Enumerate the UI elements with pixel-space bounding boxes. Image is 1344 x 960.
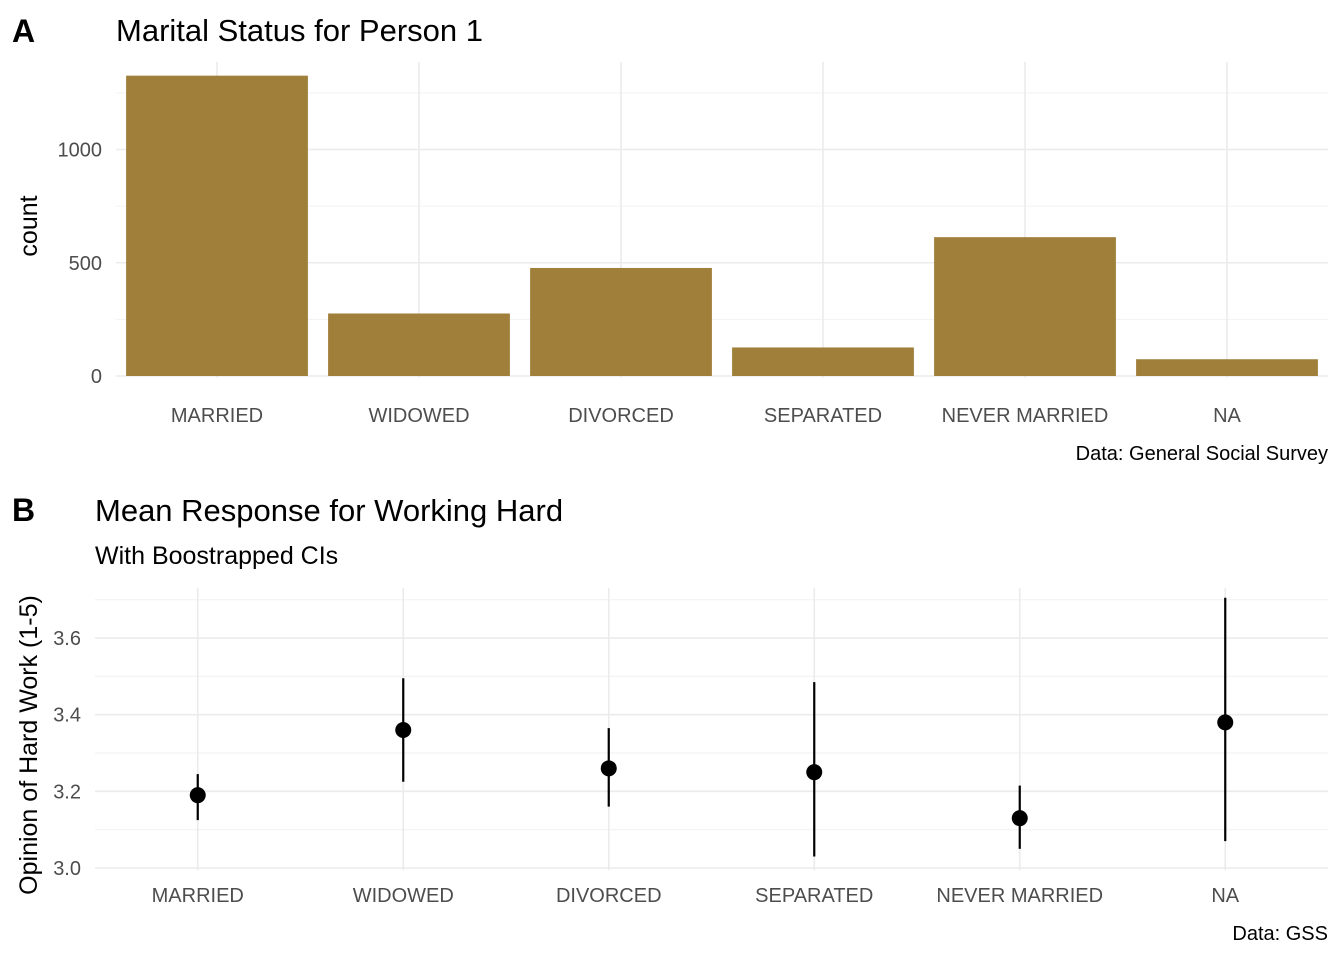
panel-a-x-tick-label: WIDOWED <box>368 405 469 427</box>
panel-b-y-tick-label: 3.2 <box>53 781 81 803</box>
panel-a-x-tick-label: SEPARATED <box>764 405 882 427</box>
panel-b-tag: B <box>12 492 35 528</box>
panel-a-x-tick-label: NEVER MARRIED <box>942 405 1109 427</box>
point-na <box>1217 714 1234 731</box>
bar-separated <box>732 347 914 376</box>
panel-a-plot: 0 500 1000 MARRIED WIDOWED DIVORCED SEPARATED N… <box>58 62 1328 427</box>
panel-b-title: Mean Response for Working Hard <box>95 493 563 528</box>
panel-a-x-tick-label: DIVORCED <box>568 405 674 427</box>
panel-b-y-tick-label: 3.0 <box>53 858 81 880</box>
bar-widowed <box>328 313 510 376</box>
point-widowed <box>395 722 412 739</box>
panel-b-y-tick-label: 3.6 <box>53 628 81 650</box>
panel-a-y-tick-label: 0 <box>91 366 102 388</box>
panel-a-x-tick-label: NA <box>1213 405 1241 427</box>
panel-b-y-axis-title: Opinion of Hard Work (1-5) <box>15 595 43 895</box>
point-never-married <box>1011 810 1028 827</box>
panel-b-plot: 3.0 3.2 3.4 3.6 MARRIED WIDOWED DIVORCED SEPARA… <box>53 588 1328 907</box>
panel-b-x-tick-label: DIVORCED <box>556 885 662 907</box>
panel-a-tag: A <box>12 13 35 49</box>
panel-b-x-tick-label: SEPARATED <box>755 885 873 907</box>
panel-b-x-tick-label: WIDOWED <box>353 885 454 907</box>
panel-b-x-tick-label: NEVER MARRIED <box>936 885 1103 907</box>
panel-a-y-axis-title: count <box>15 195 43 256</box>
panel-a-y-tick-label: 500 <box>69 253 102 275</box>
point-divorced <box>600 760 617 777</box>
panel-b-subtitle: With Boostrapped CIs <box>95 542 338 570</box>
bar-married <box>126 75 308 376</box>
panel-a-x-tick-label: MARRIED <box>171 405 263 427</box>
panel-b-y-tick-label: 3.4 <box>53 705 81 727</box>
panel-a-y-tick-label: 1000 <box>58 140 103 162</box>
panel-b-x-tick-label: NA <box>1211 885 1239 907</box>
bar-divorced <box>530 267 712 376</box>
point-separated <box>806 764 823 781</box>
panel-b-caption: Data: GSS <box>1232 923 1328 945</box>
panel-b-x-tick-label: MARRIED <box>152 885 244 907</box>
bar-na <box>1136 359 1318 376</box>
point-married <box>189 787 206 804</box>
panel-a-title: Marital Status for Person 1 <box>116 13 483 48</box>
panel-a-caption: Data: General Social Survey <box>1076 443 1328 465</box>
bar-never-married <box>934 237 1116 376</box>
